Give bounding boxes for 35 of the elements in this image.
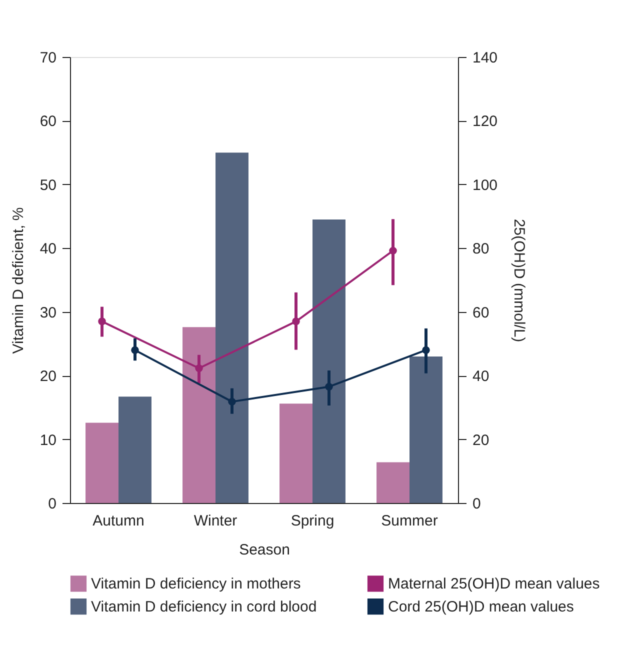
x-tick-label: Winter <box>194 512 238 530</box>
y2-tick-label: 20 <box>472 432 490 449</box>
bar <box>410 356 442 503</box>
bar <box>182 327 216 503</box>
x-axis-title: Season <box>239 542 290 558</box>
y-tick-label: 30 <box>40 304 56 322</box>
legend-label: Maternal 25(OH)D mean values <box>388 576 600 593</box>
bar <box>118 396 152 503</box>
y-axis-title: Vitamin D deficient, % <box>10 207 27 354</box>
legend-label: Cord 25(OH)D mean values <box>388 598 574 616</box>
y-tick-label: 40 <box>40 240 56 258</box>
y2-tick-label: 80 <box>472 240 490 258</box>
y2-axis-title: 25(OH)D (mmol/L) <box>510 218 528 342</box>
bar <box>280 404 312 503</box>
y-tick-label: 10 <box>40 432 56 449</box>
y2-tick-label: 120 <box>472 113 498 130</box>
legend-label: Vitamin D deficiency in cord blood <box>91 598 317 616</box>
y-tick-label: 0 <box>48 496 56 512</box>
y2-tick-label: 0 <box>472 496 481 512</box>
x-tick-label: Summer <box>381 512 438 530</box>
bar <box>86 422 118 503</box>
y2-tick-label: 40 <box>472 368 490 386</box>
y-tick-label: 20 <box>40 368 56 386</box>
x-tick-label: Spring <box>290 512 334 530</box>
legend-label: Vitamin D deficiency in mothers <box>91 576 301 593</box>
y-tick-label: 70 <box>40 50 56 66</box>
bar <box>376 462 410 503</box>
x-tick-label: Autumn <box>92 512 144 530</box>
y2-tick-label: 140 <box>472 50 498 66</box>
y-tick-label: 60 <box>40 113 56 130</box>
y2-tick-label: 60 <box>472 304 490 322</box>
y2-tick-label: 100 <box>472 176 498 194</box>
bar <box>216 152 248 503</box>
bar <box>312 219 346 503</box>
y-tick-label: 50 <box>40 176 56 194</box>
